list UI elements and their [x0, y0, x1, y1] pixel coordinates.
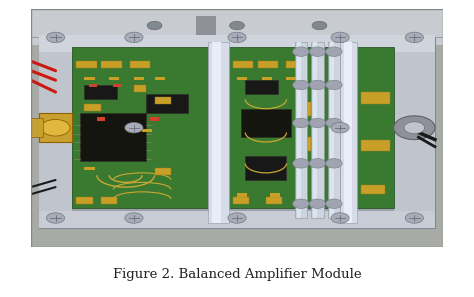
Bar — [394, 37, 435, 228]
Bar — [266, 197, 283, 204]
Bar — [97, 117, 105, 121]
Bar — [356, 47, 394, 208]
Bar — [134, 77, 144, 80]
Bar — [80, 113, 146, 161]
Circle shape — [125, 213, 143, 223]
Bar — [340, 42, 356, 223]
Bar — [295, 42, 307, 218]
Text: Figure 2. Balanced Amplifier Module: Figure 2. Balanced Amplifier Module — [113, 268, 361, 281]
Bar — [245, 80, 278, 94]
Circle shape — [326, 80, 342, 90]
Circle shape — [228, 213, 246, 223]
Bar — [39, 35, 435, 52]
Bar — [113, 84, 121, 87]
Circle shape — [326, 199, 342, 208]
Circle shape — [326, 159, 342, 168]
Bar — [270, 193, 280, 197]
Bar — [39, 37, 435, 228]
Circle shape — [405, 32, 423, 43]
Bar — [39, 37, 72, 228]
Circle shape — [46, 213, 64, 223]
Bar — [262, 77, 272, 80]
Bar — [39, 211, 435, 228]
Bar — [286, 77, 297, 80]
Bar — [134, 85, 146, 92]
Bar — [155, 77, 165, 80]
Circle shape — [292, 80, 309, 90]
Bar — [109, 77, 119, 80]
Circle shape — [292, 47, 309, 56]
Bar — [101, 61, 121, 68]
Bar — [142, 129, 153, 132]
Circle shape — [405, 213, 423, 223]
Bar — [208, 42, 229, 223]
Circle shape — [46, 122, 64, 133]
Circle shape — [331, 32, 349, 43]
Circle shape — [404, 122, 425, 134]
Bar — [245, 156, 286, 180]
Circle shape — [292, 199, 309, 208]
Bar — [361, 92, 390, 104]
Bar — [89, 84, 97, 87]
Circle shape — [326, 47, 342, 56]
Bar — [233, 197, 249, 204]
Bar — [155, 97, 171, 104]
Circle shape — [125, 122, 143, 133]
Bar — [47, 42, 427, 223]
Bar — [101, 197, 118, 204]
Bar — [361, 185, 385, 194]
Circle shape — [331, 213, 349, 223]
Bar — [299, 137, 311, 151]
Bar — [84, 104, 101, 111]
Bar — [76, 197, 92, 204]
Circle shape — [125, 32, 143, 43]
Bar — [39, 113, 72, 142]
Circle shape — [326, 118, 342, 128]
Bar — [31, 9, 443, 45]
Circle shape — [331, 122, 349, 133]
Bar — [313, 42, 318, 218]
Circle shape — [46, 32, 64, 43]
Bar — [196, 16, 216, 35]
Circle shape — [309, 159, 326, 168]
Circle shape — [312, 21, 327, 30]
Bar — [344, 42, 353, 223]
Circle shape — [309, 80, 326, 90]
Bar — [84, 167, 95, 170]
Bar — [297, 42, 301, 218]
Bar — [229, 47, 344, 208]
Circle shape — [405, 122, 423, 133]
Bar — [299, 102, 311, 116]
Bar — [241, 109, 291, 137]
Bar — [150, 117, 159, 121]
Bar — [258, 61, 278, 68]
Bar — [72, 47, 212, 208]
Bar — [31, 118, 43, 137]
Circle shape — [292, 159, 309, 168]
Bar — [155, 168, 171, 175]
Circle shape — [228, 32, 246, 43]
Bar — [330, 42, 334, 218]
Bar — [233, 61, 254, 68]
Bar — [361, 140, 390, 151]
Circle shape — [41, 119, 70, 136]
Bar — [130, 61, 150, 68]
Bar — [76, 61, 97, 68]
Bar — [212, 42, 220, 223]
Bar — [84, 77, 95, 80]
Bar — [237, 193, 247, 197]
Circle shape — [292, 118, 309, 128]
Bar — [286, 61, 303, 68]
Circle shape — [309, 199, 326, 208]
Circle shape — [309, 47, 326, 56]
Bar — [84, 85, 118, 99]
Circle shape — [309, 118, 326, 128]
Bar — [311, 42, 324, 218]
Circle shape — [229, 21, 245, 30]
Bar — [328, 42, 340, 218]
Circle shape — [147, 21, 162, 30]
Bar — [146, 94, 188, 113]
Circle shape — [394, 116, 435, 140]
Bar — [237, 77, 247, 80]
